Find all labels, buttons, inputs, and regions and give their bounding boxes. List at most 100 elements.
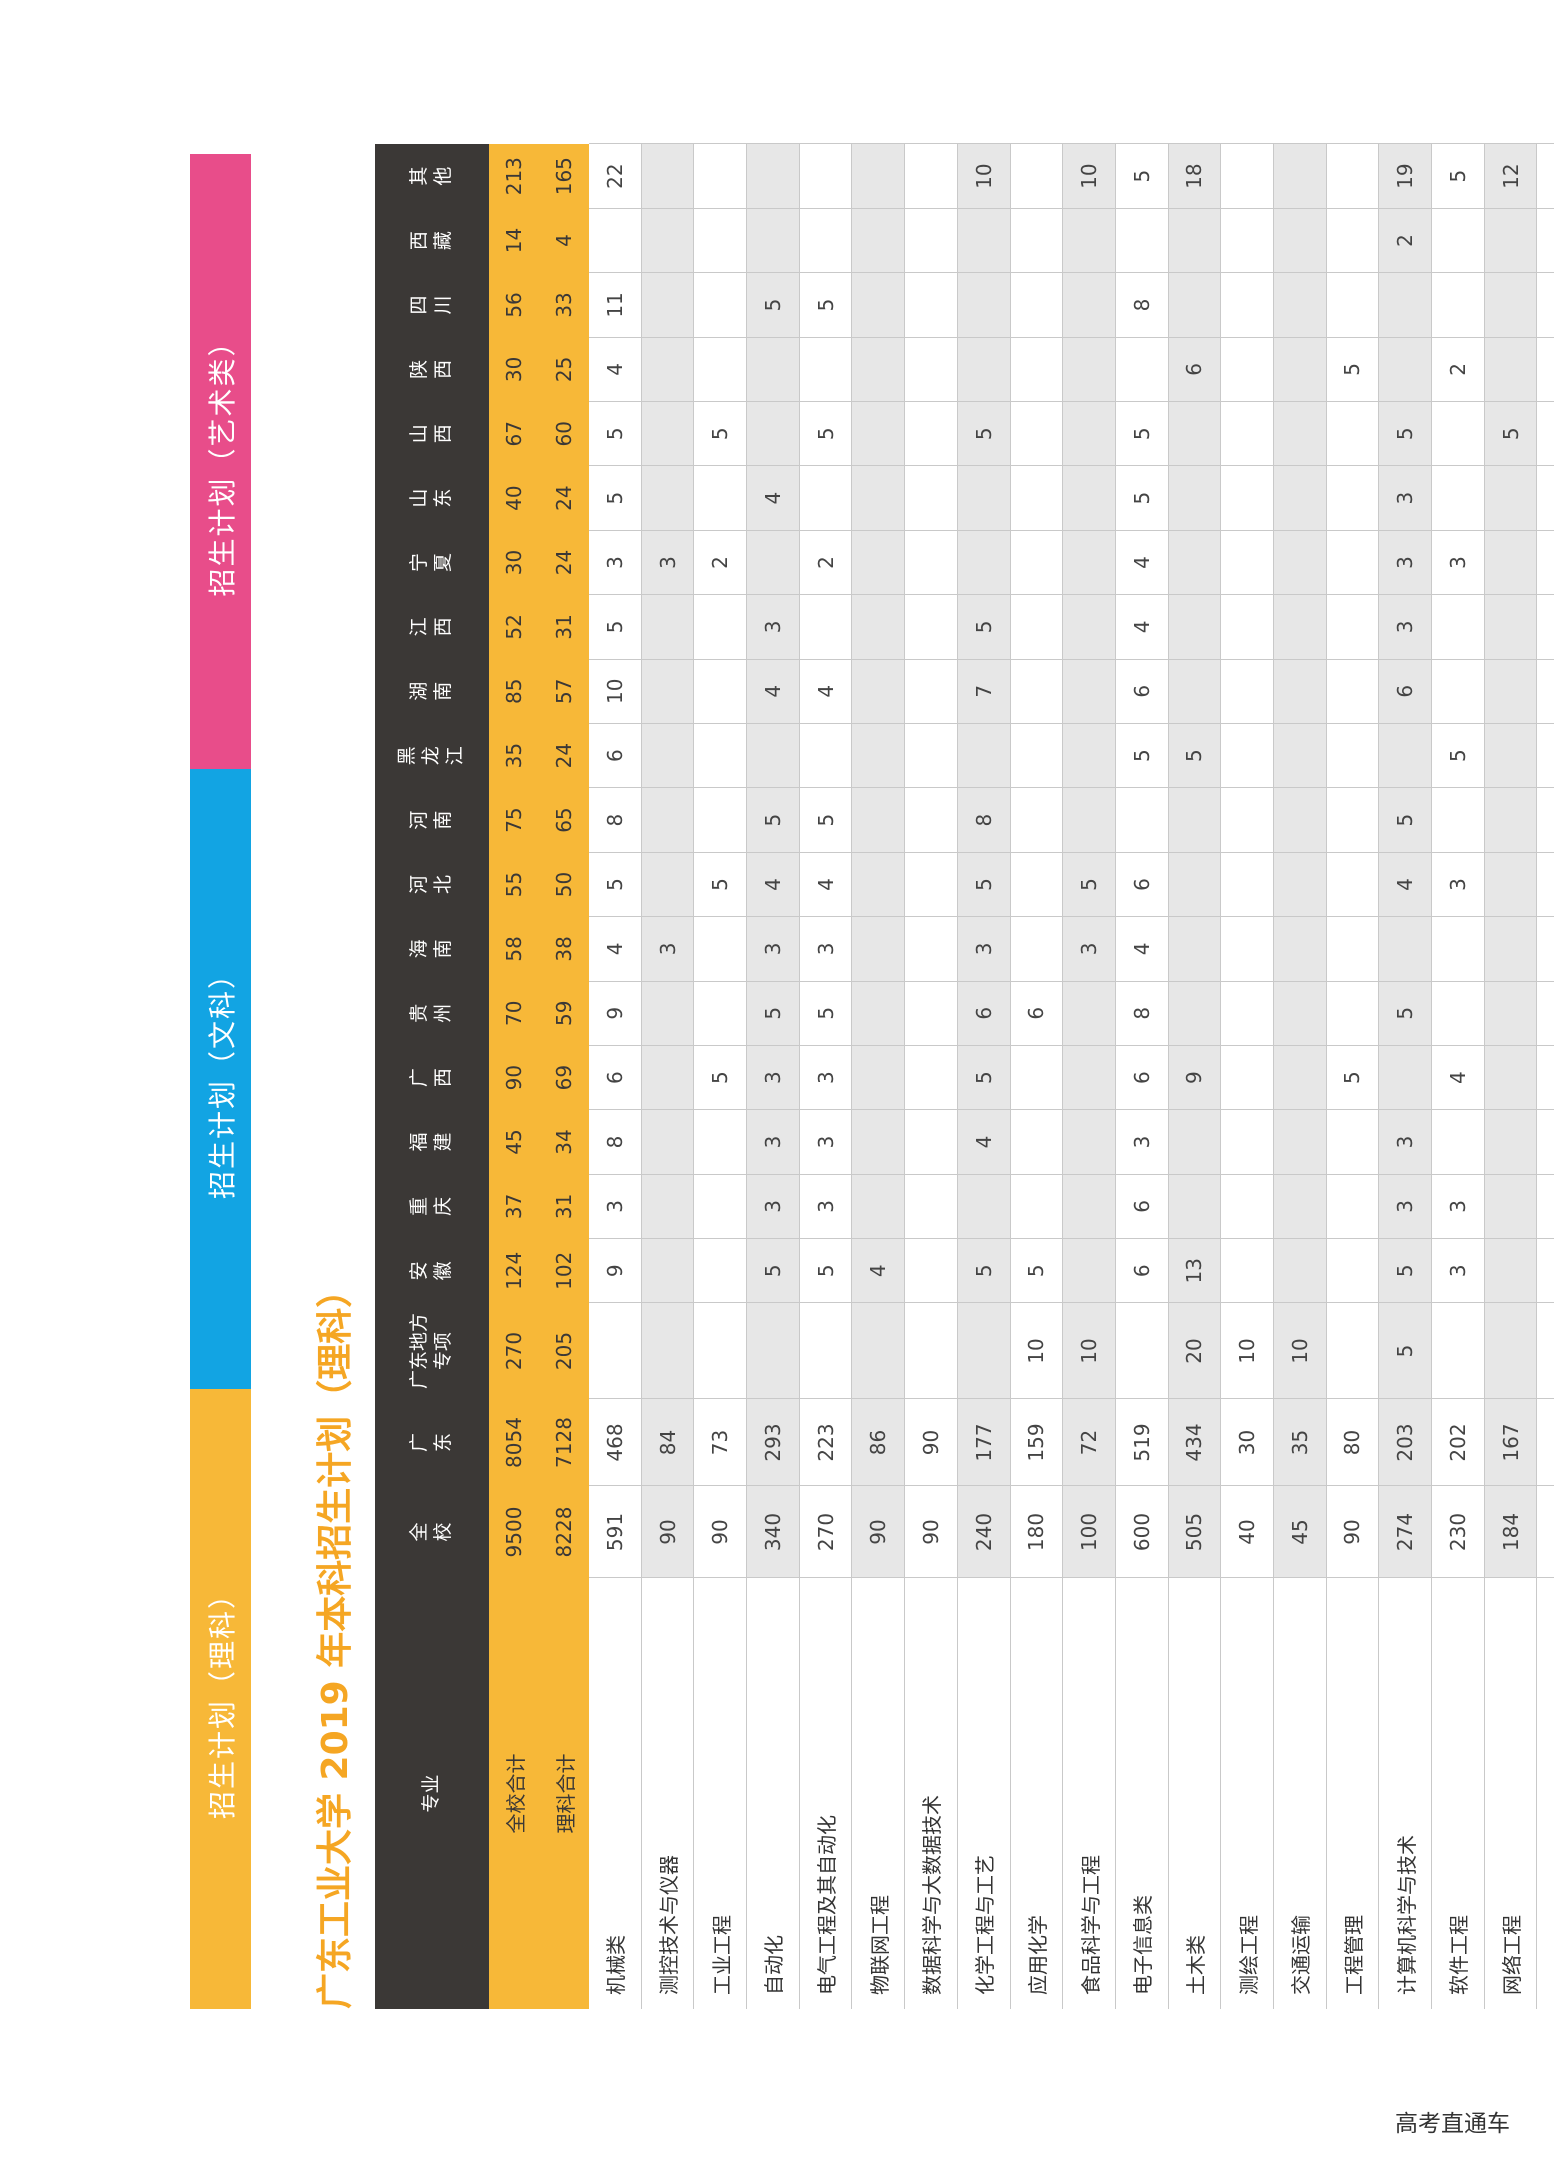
quota-cell: 10 [1273,1303,1327,1399]
quota-cell [957,530,1010,595]
column-header: 贵州 [375,981,489,1046]
data-row: 土木类 505 434 20 13 9 5 6 18 [1168,143,1221,2009]
quota-cell [1010,787,1063,853]
quota-cell [693,272,747,338]
column-header: 安徽 [375,1238,489,1303]
quota-cell [641,143,694,209]
quota-cell: 92 [1536,1486,1554,1578]
quota-cell [904,723,958,788]
data-row: 应用化学 180 159 10 5 6 [1010,143,1063,2009]
quota-cell [851,272,905,338]
data-row: 电子信息类 600 519 6 6 3 6 8 4 6 5 6 4 4 5 5 8 5 [1115,143,1169,2009]
quota-cell [1273,1174,1327,1239]
quota-cell: 3 [957,916,1010,982]
quota-cell [1010,1045,1063,1110]
quota-cell [1536,530,1554,595]
total-cell: 8228 [539,1486,589,1578]
quota-cell [851,723,905,788]
quota-cell: 10 [1220,1303,1274,1399]
quota-cell: 6 [1115,852,1169,917]
quota-cell: 591 [589,1486,642,1578]
quota-cell [1168,787,1221,853]
column-header-text: 山西 [408,424,454,444]
quota-cell [641,401,694,466]
total-cell: 56 [489,272,539,338]
total-row: 全校合计 9500 8054 270 124 37 45 90 70 58 55 75 35 85 52 30… [489,143,539,2009]
quota-cell: 19 [1378,143,1432,209]
quota-cell [1273,208,1327,273]
quota-cell [1062,1174,1116,1239]
quota-cell: 5 [1010,1238,1063,1303]
column-header-text: 贵州 [408,1003,454,1023]
quota-cell: 3 [1378,530,1432,595]
column-header-text: 陕西 [408,359,454,379]
quota-cell: 8 [589,1109,642,1175]
quota-cell [851,1174,905,1239]
column-header: 宁夏 [375,530,489,595]
quota-cell [693,659,747,724]
quota-cell: 5 [1431,723,1485,788]
quota-cell [589,208,642,273]
quota-cell [851,916,905,982]
quota-cell [1115,337,1169,402]
quota-cell [904,916,958,982]
column-header-text: 河南 [408,810,454,830]
quota-cell [1484,723,1537,788]
column-header: 山西 [375,401,489,466]
quota-cell [1220,723,1274,788]
column-header: 黑龙江 [375,723,489,788]
quota-cell [641,787,694,853]
total-cell: 24 [539,465,589,531]
total-cell: 25 [539,337,589,402]
quota-cell: 7 [957,659,1010,724]
quota-cell [957,465,1010,531]
quota-cell [1010,530,1063,595]
quota-cell [1536,981,1554,1046]
quota-cell: 90 [904,1399,958,1486]
quota-cell: 5 [1326,337,1379,402]
quota-cell: 8 [589,787,642,853]
total-cell: 38 [539,916,589,982]
quota-cell [904,981,958,1046]
quota-cell [1484,1174,1537,1239]
quota-cell: 4 [589,916,642,982]
quota-cell [1168,852,1221,917]
column-header: 陕西 [375,337,489,402]
quota-cell [1484,530,1537,595]
quota-cell: 5 [589,401,642,466]
total-cell: 4 [539,208,589,273]
major-name: 自动化 [746,1578,800,2009]
quota-cell [693,787,747,853]
quota-cell: 5 [957,401,1010,466]
major-name: 数据科学与大数据技术 [904,1578,958,2009]
quota-cell [1220,465,1274,531]
quota-cell [957,723,1010,788]
quota-cell: 13 [1168,1238,1221,1303]
quota-cell [693,1303,747,1399]
total-cell: 24 [539,723,589,788]
column-header: 江西 [375,594,489,660]
quota-cell: 5 [1115,465,1169,531]
quota-cell [904,401,958,466]
quota-cell: 4 [1431,1045,1485,1110]
quota-cell [1484,465,1537,531]
quota-cell: 90 [641,1486,694,1578]
quota-cell: 2 [799,530,852,595]
quota-cell: 5 [589,852,642,917]
column-header-text: 广东地方专项 [408,1313,454,1390]
table-body: 全校合计 9500 8054 270 124 37 45 90 70 58 55 75 35 85 52 30… [489,143,1554,2009]
quota-cell: 5 [799,787,852,853]
quota-cell [1326,208,1379,273]
quota-cell [1168,916,1221,982]
quota-cell [641,659,694,724]
quota-cell [904,465,958,531]
quota-cell: 274 [1378,1486,1432,1578]
quota-cell [1536,594,1554,660]
quota-cell: 72 [1062,1399,1116,1486]
quota-cell [1168,659,1221,724]
quota-cell [746,401,800,466]
quota-cell [1273,465,1327,531]
total-cell: 33 [539,272,589,338]
quota-cell [1484,272,1537,338]
total-cell: 70 [489,981,539,1046]
